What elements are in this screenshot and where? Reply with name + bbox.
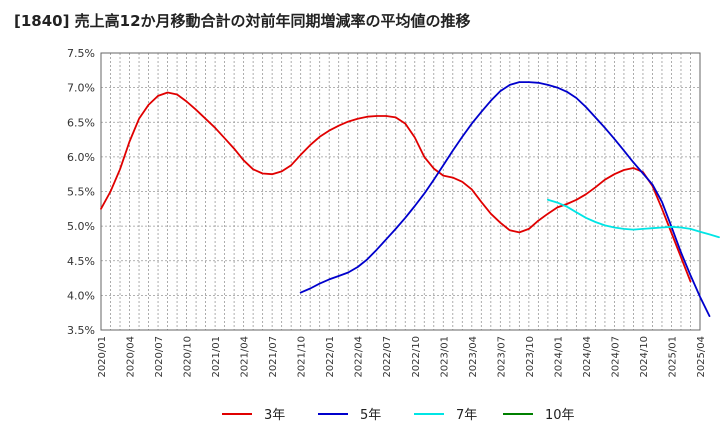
y-tick-label: 4.0% [67,289,95,302]
series-line-1 [299,81,711,318]
y-tick-label: 6.0% [67,151,95,164]
x-tick-label: 2024/01 [553,336,564,378]
x-tick-label: 2022/01 [325,336,336,378]
x-tick-label: 2021/10 [297,336,308,378]
axis-layer: 3.5% 4.0% 4.5% 5.0% 5.5% 6.0% 6.5% 7.0% 7.5% 2020… [67,47,707,378]
x-tick-label: 2023/04 [468,336,479,378]
legend-label-0: 3年 [264,408,285,423]
x-tick-label: 2020/10 [183,336,194,378]
x-tick-label: 2020/01 [97,336,108,378]
x-tick-label: 2020/04 [126,336,137,378]
y-tick-label: 7.0% [67,82,95,95]
legend-layer: 3年 5年 7年 10年 [222,408,575,423]
x-tick-label: 2024/10 [639,336,650,378]
x-tick-label: 2021/07 [268,336,279,378]
y-tick-label: 7.5% [67,47,95,60]
x-tick-label: 2024/04 [582,336,593,378]
x-tick-label: 2025/01 [667,336,678,378]
x-tick-label: 2023/07 [496,336,507,378]
y-tick-label: 5.5% [67,186,95,199]
legend-label-1: 5年 [360,408,381,423]
plot-border [100,52,701,331]
y-tick-label: 4.5% [67,255,95,268]
x-tick-label: 2021/04 [240,336,251,378]
series-layer [100,81,720,318]
series-line-2 [547,198,720,239]
series-line-0 [100,91,692,283]
plot-area [101,53,700,330]
x-tick-label: 2023/01 [439,336,450,378]
x-tick-label: 2022/10 [411,336,422,378]
legend-label-3: 10年 [545,408,575,423]
x-tick-label: 2020/07 [154,336,165,378]
chart-title: [1840] 売上高12か月移動合計の対前年同期増減率の平均値の推移 [14,12,471,30]
y-tick-label: 6.5% [67,116,95,129]
y-tick-label: 5.0% [67,220,95,233]
y-tick-label: 3.5% [67,324,95,337]
x-tick-label: 2025/04 [696,336,707,378]
x-tick-label: 2024/07 [610,336,621,378]
x-tick-label: 2022/07 [382,336,393,378]
legend-label-2: 7年 [456,408,477,423]
x-tick-label: 2023/10 [525,336,536,378]
grid-layer [100,52,701,331]
x-tick-label: 2021/01 [211,336,222,378]
x-tick-label: 2022/04 [354,336,365,378]
